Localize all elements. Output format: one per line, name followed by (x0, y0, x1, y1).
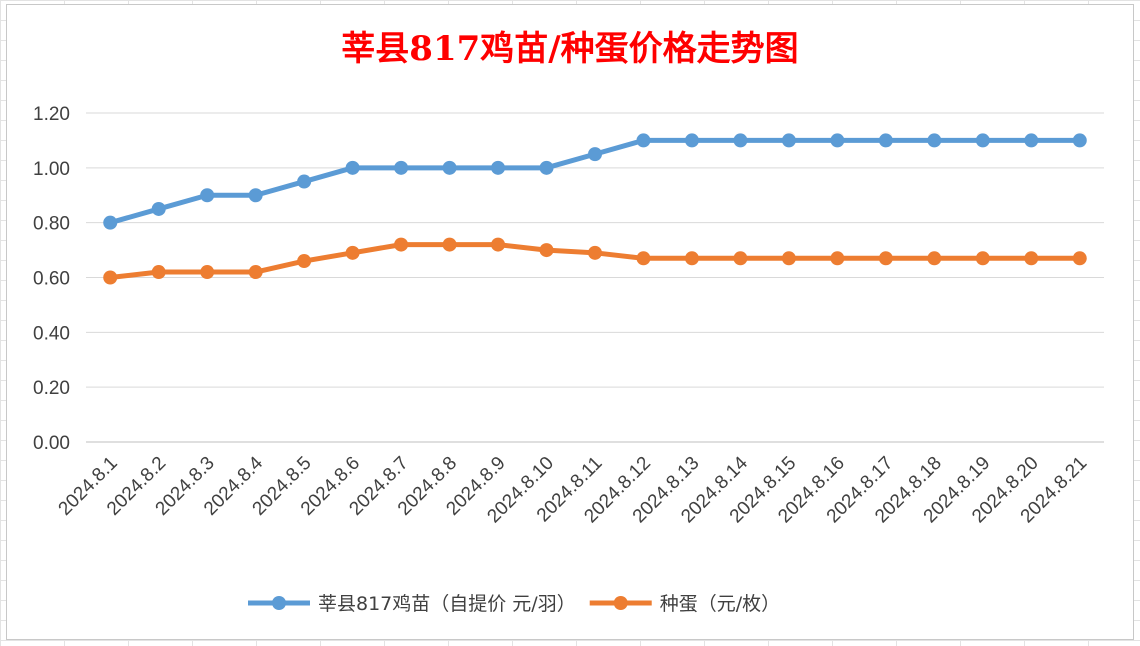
y-tick-label: 0.40 (33, 323, 70, 344)
data-point (200, 265, 215, 280)
data-point (927, 251, 942, 266)
y-tick-label: 0.20 (33, 378, 70, 399)
legend-item-1: 莘县817鸡苗（自提价 元/羽） (248, 593, 576, 615)
data-point (830, 133, 845, 148)
series-2 (103, 237, 1087, 285)
data-point (781, 133, 796, 148)
y-tick-label: 1.00 (33, 159, 70, 180)
data-point (636, 251, 651, 266)
legend-marker (613, 596, 628, 610)
legend-label: 莘县817鸡苗（自提价 元/羽） (318, 593, 576, 615)
data-point (151, 265, 166, 280)
data-point (878, 133, 893, 148)
data-point (151, 201, 166, 216)
y-axis-ticks: 0.00 0.20 0.40 0.60 0.80 1.00 1.20 (33, 104, 70, 454)
y-tick-label: 0.00 (33, 433, 70, 454)
data-point (442, 237, 457, 252)
data-point (975, 133, 990, 148)
data-point (297, 174, 312, 189)
y-tick-label: 1.20 (33, 104, 70, 125)
series-lines (103, 133, 1087, 285)
data-point (248, 188, 263, 203)
data-point (394, 160, 409, 175)
data-point (248, 265, 263, 280)
legend-label: 种蛋（元/枚） (660, 593, 780, 615)
data-point (975, 251, 990, 266)
data-point (1072, 133, 1087, 148)
data-point (103, 270, 118, 285)
data-point (200, 188, 215, 203)
data-point (781, 251, 796, 266)
data-point (491, 237, 506, 252)
data-point (297, 254, 312, 269)
data-point (927, 133, 942, 148)
data-point (345, 245, 360, 260)
data-point (588, 245, 602, 260)
legend-marker (272, 596, 286, 610)
chart-area[interactable] (6, 4, 1134, 640)
data-point (1024, 133, 1039, 148)
data-point (588, 147, 602, 162)
data-point (394, 237, 409, 252)
data-point (830, 251, 845, 266)
data-point (491, 160, 506, 175)
data-point (684, 251, 699, 266)
data-point (1072, 251, 1087, 266)
series-1 (103, 133, 1087, 230)
data-point (636, 133, 651, 148)
data-point (345, 160, 360, 175)
data-point (733, 251, 748, 266)
gridlines (86, 112, 1104, 443)
data-point (539, 160, 554, 175)
data-point (684, 133, 699, 148)
data-point (539, 243, 554, 258)
legend-item-2: 种蛋（元/枚） (589, 593, 780, 615)
data-point (103, 215, 118, 230)
data-point (442, 160, 457, 175)
legend: 莘县817鸡苗（自提价 元/羽） 种蛋（元/枚） (248, 593, 780, 615)
data-point (733, 133, 748, 148)
data-point (878, 251, 893, 266)
chart-title: 莘县817鸡苗/种蛋价格走势图 (341, 29, 798, 69)
data-point (1024, 251, 1039, 266)
y-tick-label: 0.80 (33, 214, 70, 235)
y-tick-label: 0.60 (33, 269, 70, 290)
x-axis-ticks: 2024.8.12024.8.22024.8.32024.8.42024.8.5… (55, 452, 1092, 527)
